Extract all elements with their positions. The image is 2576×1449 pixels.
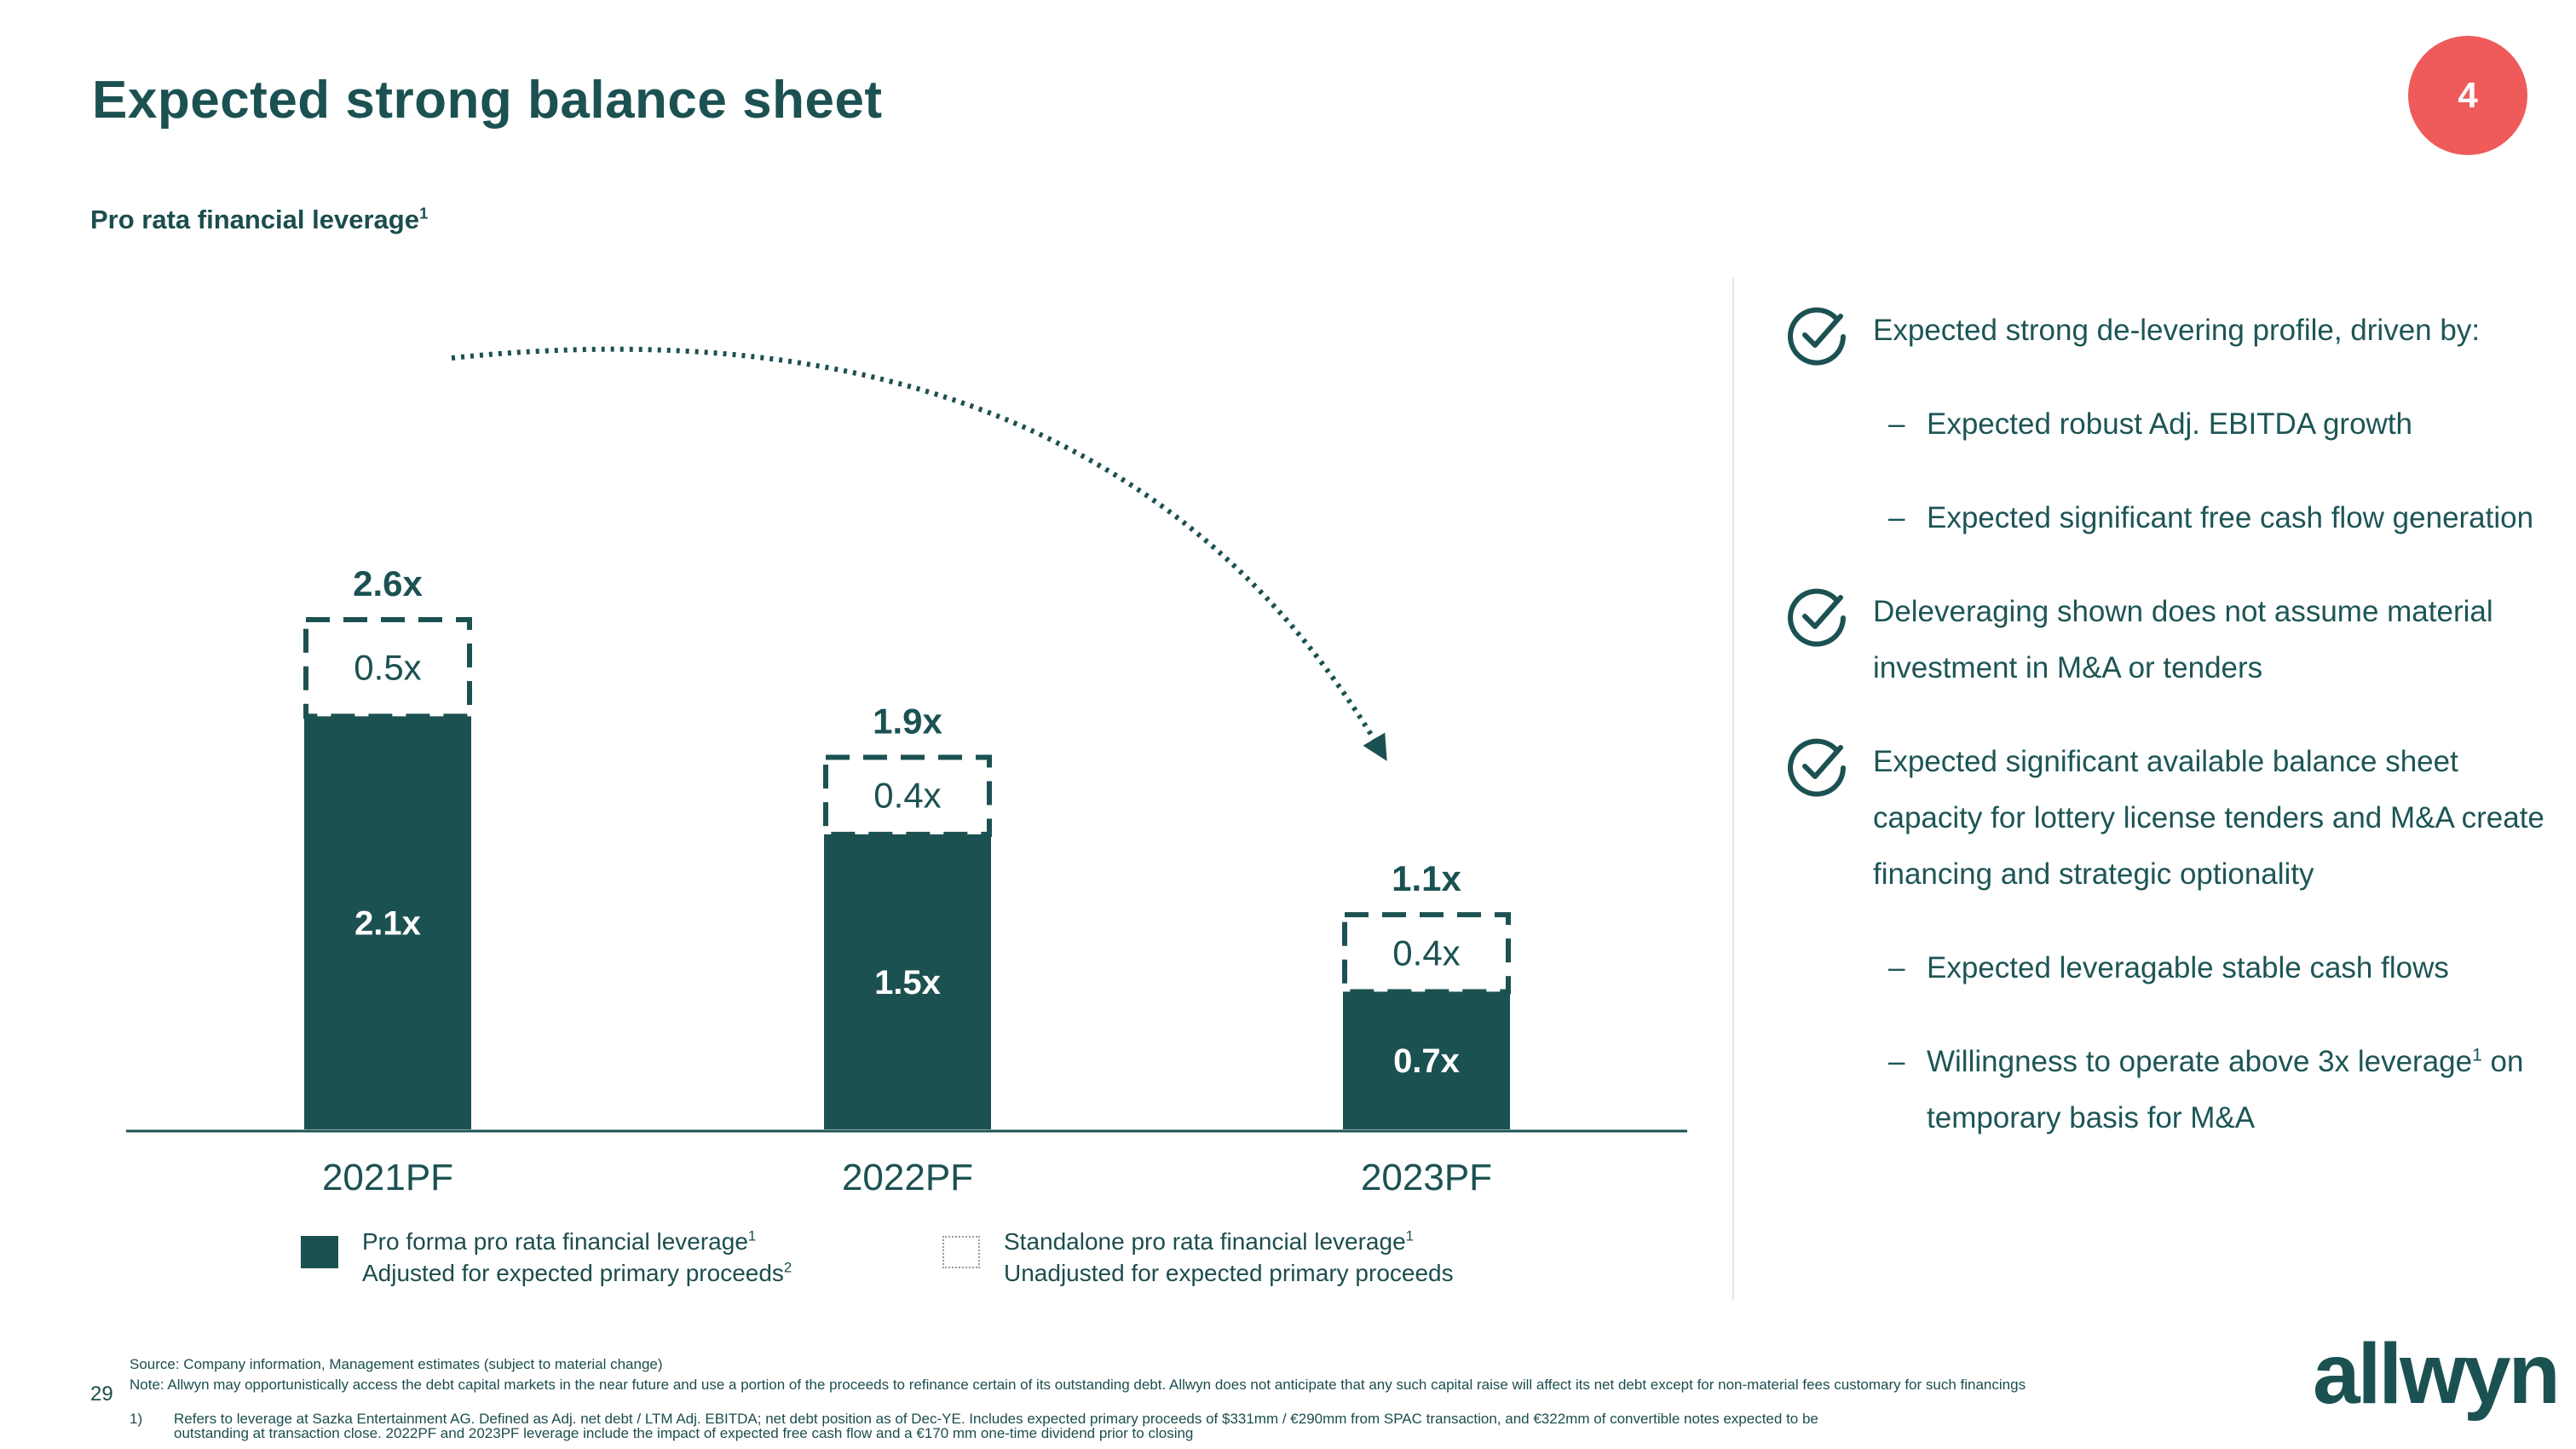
bar-value-label: 1.5x (874, 964, 941, 1002)
footer-note: Note: Allwyn may opportunistically acces… (130, 1377, 2026, 1393)
total-value-label: 1.9x (873, 701, 942, 742)
sub-item: – Expected leveragable stable cash flows (1786, 940, 2553, 996)
page-title: Expected strong balance sheet (92, 71, 883, 130)
total-value-label: 1.1x (1392, 858, 1461, 898)
dash-bullet: – (1888, 951, 1905, 984)
check-item-text: Deleveraging shown does not assume mater… (1873, 595, 2493, 684)
check-item: Deleveraging shown does not assume mater… (1786, 584, 2553, 696)
check-item: Expected strong de-levering profile, dri… (1786, 303, 2553, 366)
sub-item: – Expected significant free cash flow ge… (1786, 490, 2553, 546)
bar-proforma (304, 716, 471, 1129)
bar-standalone-outline (303, 617, 472, 719)
legend-item-proforma: Pro forma pro rata financial leverage1 A… (301, 1226, 792, 1289)
key-points-panel: Expected strong de-levering profile, dri… (1786, 303, 2553, 1146)
sub-item: – Willingness to operate above 3x levera… (1786, 1034, 2553, 1146)
legend-text: Adjusted for expected primary proceeds (362, 1260, 784, 1286)
dash-bullet: – (1888, 407, 1905, 441)
footnote-marker: 1 (418, 204, 429, 222)
dash-bullet: – (1888, 1045, 1905, 1078)
check-item-text: Expected strong de-levering profile, dri… (1873, 314, 2481, 347)
footnote-marker: 2 (783, 1259, 792, 1276)
sub-item-text: Expected robust Adj. EBITDA growth (1927, 407, 2413, 441)
footnote-marker: 1 (747, 1227, 757, 1244)
legend-swatch-dashed (942, 1236, 980, 1268)
x-tick-label: 2023PF (1361, 1157, 1492, 1198)
bar-group: 2.1x 0.5x 2.6x 2021PF 1.5x 0.4x 1.9x 2022PF 0.7x… (303, 563, 1511, 1198)
x-tick-label: 2022PF (842, 1157, 973, 1198)
allwyn-logo: allwyn (2313, 1326, 2561, 1422)
dash-bullet: – (1888, 501, 1905, 534)
legend-text: Unadjusted for expected primary proceeds (1004, 1260, 1454, 1286)
bar-value-label: 2.1x (354, 905, 421, 943)
legend-item-standalone: Standalone pro rata financial leverage1 … (942, 1226, 1454, 1289)
sub-item-text: Willingness to operate above 3x leverage (1927, 1045, 2473, 1078)
legend-text: Standalone pro rata financial leverage (1004, 1228, 1406, 1255)
vertical-divider (1732, 277, 1734, 1300)
legend-swatch-solid (301, 1236, 338, 1268)
bar-proforma (1343, 991, 1510, 1129)
sub-item-text: Expected significant free cash flow gene… (1927, 501, 2534, 534)
sub-item-text: Expected leveragable stable cash flows (1927, 951, 2449, 984)
footer-source: Source: Company information, Management … (130, 1356, 663, 1372)
check-item: Expected significant available balance s… (1786, 734, 2553, 903)
chart-subtitle-text: Pro rata financial leverage (90, 205, 419, 234)
footer-footnote: Refers to leverage at Sazka Entertainmen… (174, 1411, 1818, 1441)
x-tick-label: 2021PF (322, 1157, 453, 1198)
total-value-label: 2.6x (353, 563, 423, 603)
page-number: 29 (90, 1383, 113, 1406)
delevering-arrow (451, 346, 1387, 761)
bar-value-label: 0.4x (873, 776, 941, 816)
footer-footnote-marker: 1) (130, 1411, 143, 1427)
footnote-marker: 1 (2472, 1045, 2482, 1065)
bar-value-label: 0.7x (1393, 1042, 1460, 1080)
bar-value-label: 0.5x (354, 648, 421, 688)
bar-proforma (824, 834, 991, 1129)
sub-item-text: on temporary basis for M&A (1927, 1045, 2524, 1134)
check-circle-icon (1788, 738, 1846, 797)
bar-standalone-outline (1342, 912, 1511, 995)
check-circle-icon (1788, 307, 1846, 366)
bar-value-label: 0.4x (1392, 932, 1460, 973)
bar-standalone-outline (823, 754, 992, 837)
legend-text: Pro forma pro rata financial leverage (362, 1228, 748, 1255)
sub-item: – Expected robust Adj. EBITDA growth (1786, 396, 2553, 453)
section-badge: 4 (2408, 36, 2527, 155)
chart-subtitle: Pro rata financial leverage1 (90, 205, 428, 235)
footnote-marker: 1 (1405, 1227, 1414, 1244)
check-item-text: Expected significant available balance s… (1873, 745, 2544, 891)
check-circle-icon (1788, 588, 1846, 647)
